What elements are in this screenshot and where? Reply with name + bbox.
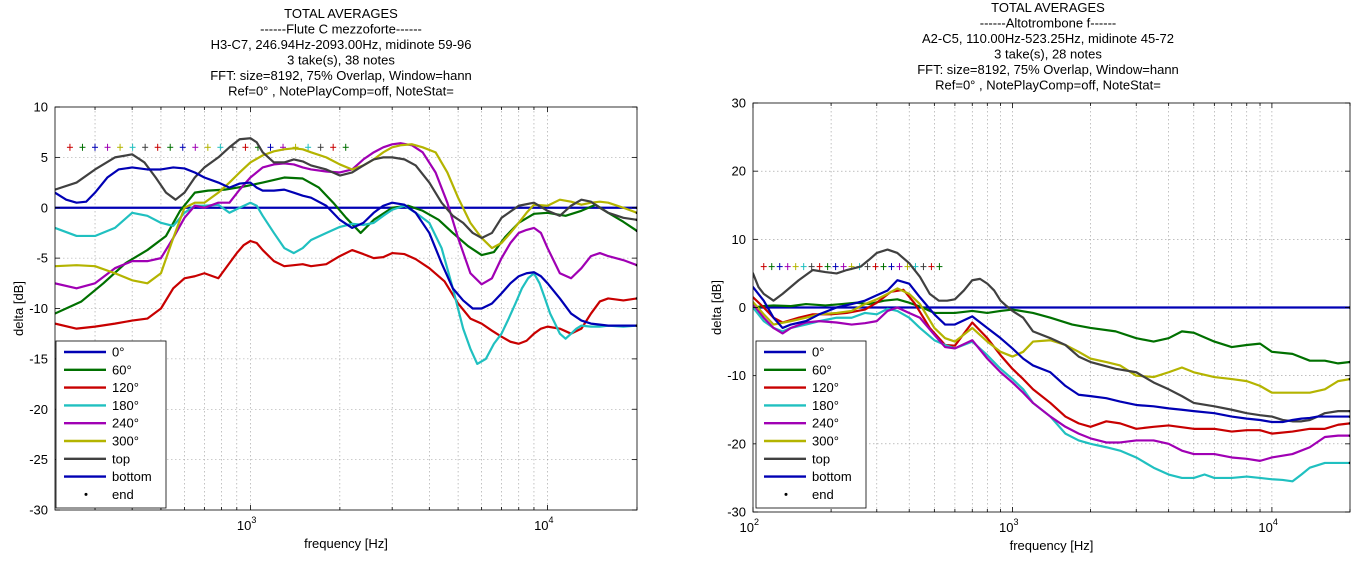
legend-label: 300° [812,434,839,449]
series-line-120° [753,288,1350,435]
x-tick-label-exponent: 2 [754,517,759,527]
chart-subtitle-line: FFT: size=8192, 75% Overlap, Window=hann [210,68,472,83]
chart-subtitle-line: Ref=0° , NotePlayComp=off, NoteStat= [228,84,454,99]
legend-label: 60° [112,362,132,377]
y-tick-label: 0 [41,200,48,215]
y-tick-label: 10 [34,100,48,115]
y-tick-label: -20 [727,436,746,451]
legend-label: 0° [112,345,124,360]
chart-subtitle-line: ------Altotrombone f------ [980,16,1117,31]
note-markers [760,263,943,271]
legend-label: 60° [812,362,832,377]
y-tick-label: 10 [732,232,746,247]
legend-label: 300° [112,434,139,449]
x-tick-label-base: 10 [534,518,548,533]
legend-label: end [112,487,134,502]
series-line-240° [753,302,1350,462]
y-tick-label: -5 [36,251,48,266]
legend-label: 120° [812,380,839,395]
x-axis: 10 2 10 3 10 4 [740,103,1351,535]
series-line-240° [55,142,637,290]
x-tick-label-exponent: 3 [1013,517,1018,527]
y-tick-label: -30 [29,503,48,518]
legend-label: 180° [812,398,839,413]
y-tick-label: -15 [29,351,48,366]
chart-subtitle-line: A2-C5, 110.00Hz-523.25Hz, midinote 45-72 [922,31,1174,46]
series-group [55,137,637,366]
series-line-300° [753,287,1350,394]
series-group [753,248,1350,483]
x-tick-label-exponent: 4 [1273,517,1278,527]
x-tick-label-base: 10 [1258,520,1272,535]
series-line-top [55,137,637,240]
series-line-top [753,248,1350,423]
legend-label: 0° [812,345,824,360]
legend-label: bottom [812,469,852,484]
x-tick-label-base: 10 [740,520,754,535]
series-line-bottom [753,279,1350,424]
legend: 0° 60° 120° 180° 240° 300° top bottom end [55,340,167,509]
legend-label: end [812,487,834,502]
chart-title: TOTAL AVERAGES [284,6,398,21]
y-axis: 10 5 0 -5 -10 -15 -20 -25 -30 [29,100,637,518]
chart-subtitle-line: FFT: size=8192, 75% Overlap, Window=hann [917,62,1179,77]
legend-label: 240° [812,416,839,431]
legend-label: 120° [112,380,139,395]
x-axis-label: frequency [Hz] [304,536,388,551]
series-line-60° [753,298,1350,365]
legend-marker [784,492,788,496]
x-axis-label: frequency [Hz] [1010,538,1094,553]
x-tick-label-base: 10 [999,520,1013,535]
y-axis: 30 20 10 0 -10 -20 -30 [727,96,1350,520]
legend-marker [84,492,88,496]
x-tick-label-exponent: 3 [251,515,256,525]
y-tick-label: 5 [41,150,48,165]
y-tick-label: -10 [29,301,48,316]
chart-subtitle-line: 3 take(s), 38 notes [287,53,395,68]
x-tick-label-exponent: 4 [549,515,554,525]
series-line-bottom [55,166,637,327]
chart-subtitle-line: H3-C7, 246.94Hz-2093.00Hz, midinote 59-9… [211,37,472,52]
x-axis: 10 3 10 4 [94,107,638,533]
legend: 0° 60° 120° 180° 240° 300° top bottom end [755,340,867,509]
y-tick-label: 20 [732,164,746,179]
y-tick-label: 30 [732,96,746,111]
legend-label: bottom [112,469,152,484]
y-tick-label: -30 [727,505,746,520]
y-tick-label: -20 [29,402,48,417]
legend-label: 180° [112,398,139,413]
x-tick-label-base: 10 [237,518,251,533]
chart-title: TOTAL AVERAGES [991,0,1105,15]
y-tick-label: 0 [739,300,746,315]
chart-subtitle-line: 3 take(s), 28 notes [994,47,1102,62]
series-line-60° [55,176,637,315]
legend-label: 240° [112,416,139,431]
note-markers [66,143,349,151]
legend-label: top [812,451,830,466]
y-tick-label: -25 [29,452,48,467]
y-tick-label: -10 [727,368,746,383]
chart-subtitle-line: ------Flute C mezzoforte------ [260,22,422,37]
legend-label: top [112,451,130,466]
series-line-120° [55,239,637,345]
chart-subtitle-line: Ref=0° , NotePlayComp=off, NoteStat= [935,78,1161,93]
y-axis-label: delta [dB] [11,281,26,336]
y-axis-label: delta [dB] [709,280,724,335]
